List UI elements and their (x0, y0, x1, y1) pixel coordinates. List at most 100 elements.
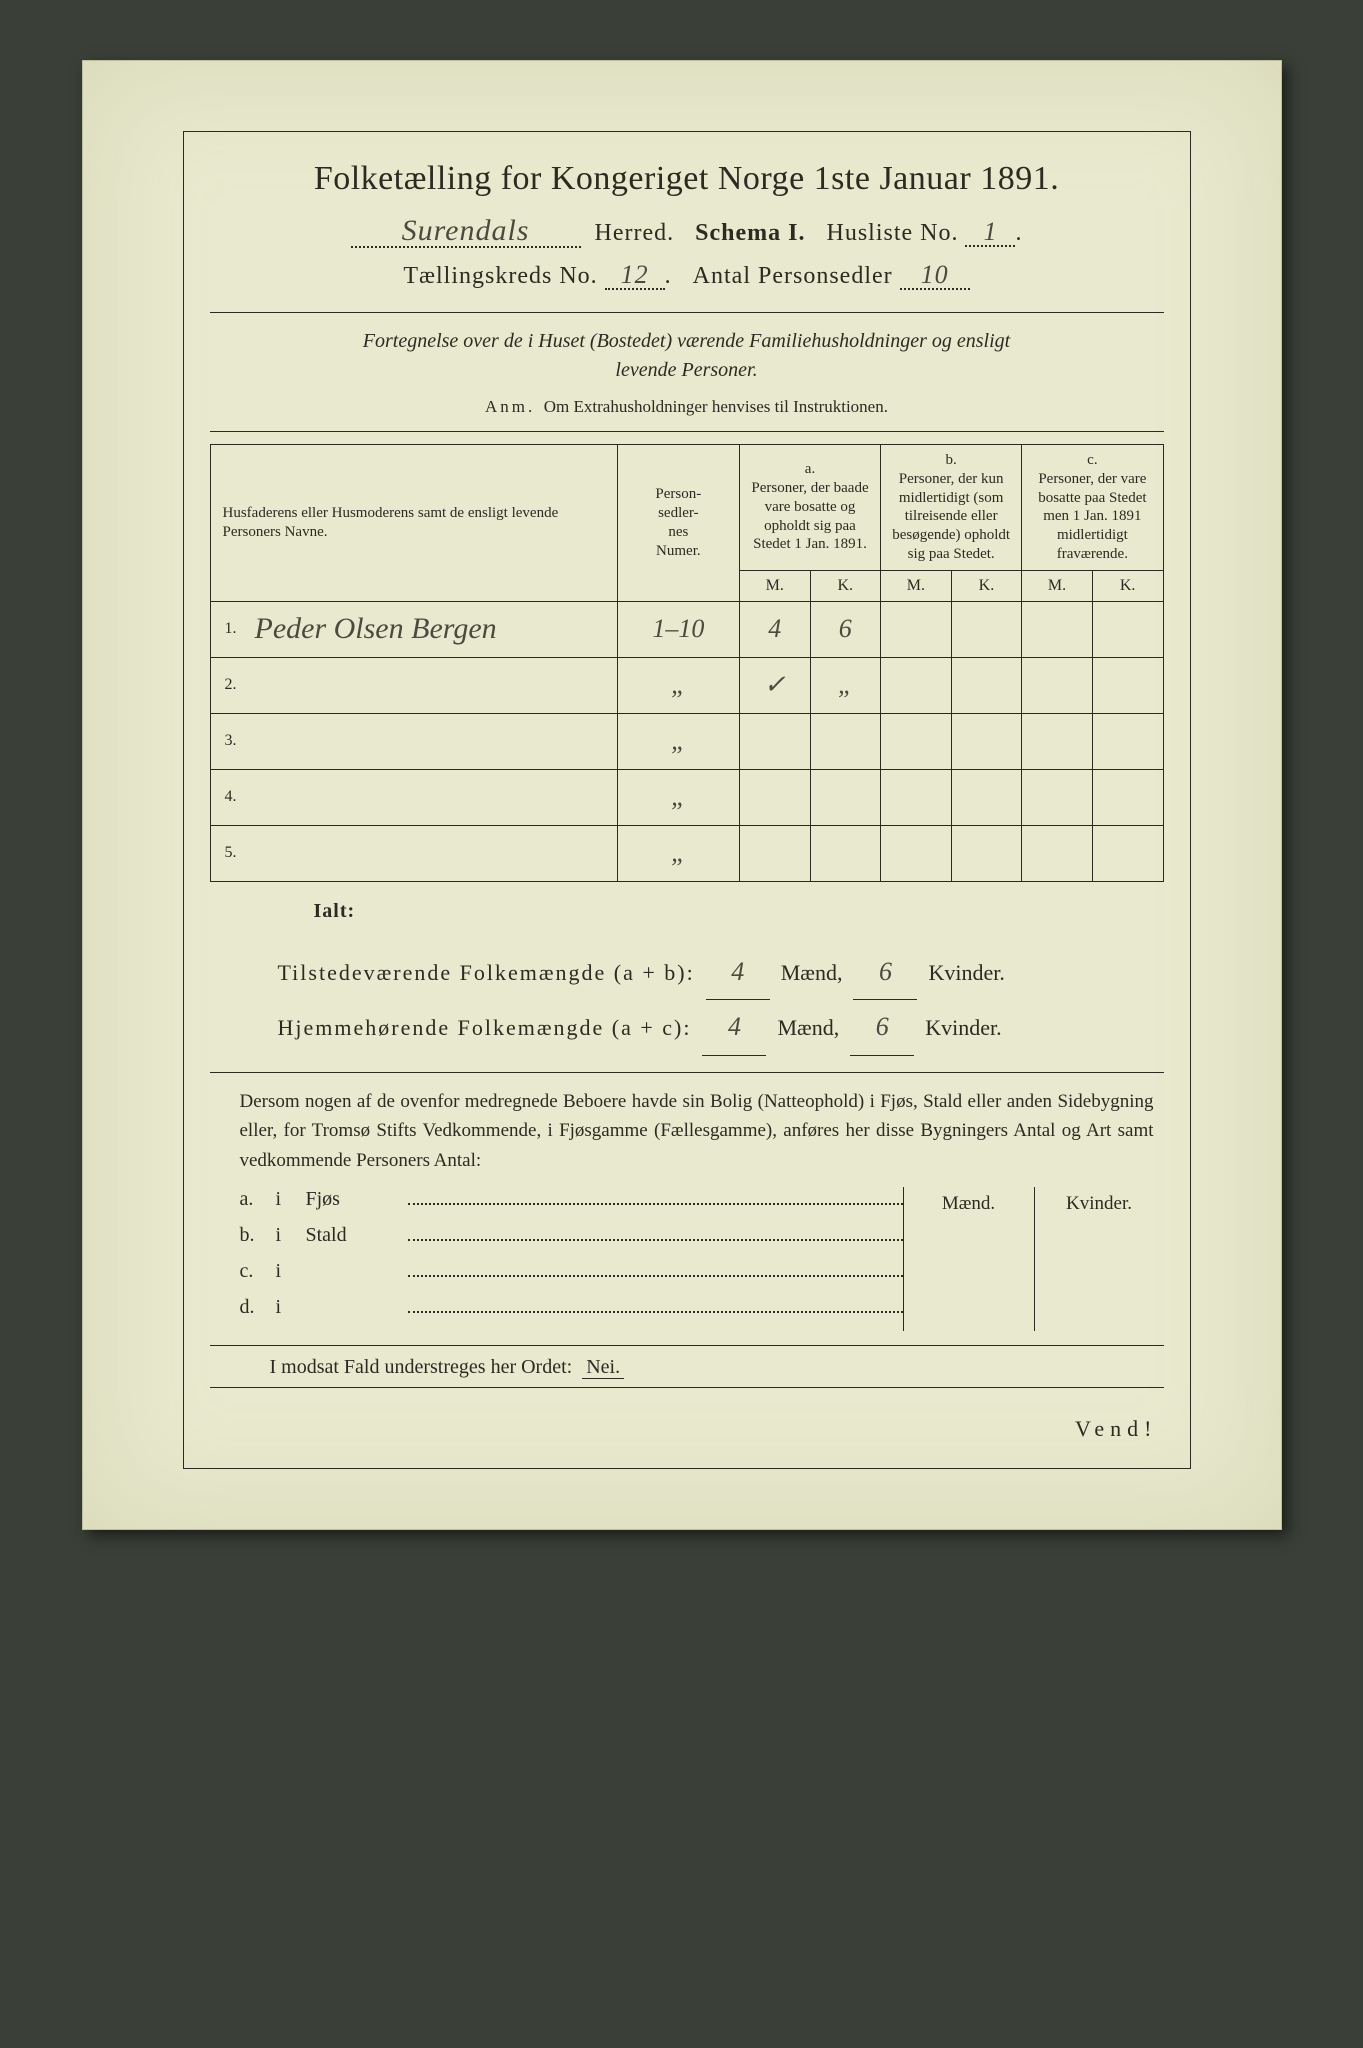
side-row-dots (408, 1295, 903, 1313)
row-c-k (1092, 713, 1163, 769)
kreds-label: Tællingskreds No. (403, 263, 597, 289)
row-b-k (951, 825, 1022, 881)
row-c-k (1092, 601, 1163, 657)
anm-line: Anm. Om Extrahusholdninger henvises til … (210, 397, 1164, 417)
divider-1 (210, 312, 1164, 313)
name-cell: 3. (210, 713, 617, 769)
row-c-k (1092, 657, 1163, 713)
side-rows: a. i Fjøs b.iStald c. i d. i (240, 1187, 903, 1331)
row-numer: „ (617, 769, 739, 825)
row-c-m (1022, 713, 1093, 769)
hjemme-k: 6 (850, 1000, 914, 1056)
side-row-type: Fjøs (306, 1188, 396, 1211)
row-a-k (810, 825, 881, 881)
row-numer: 1–10 (617, 601, 739, 657)
name-cell: 5. (210, 825, 617, 881)
row-num: 4. (217, 788, 245, 806)
side-row: c. i (240, 1259, 903, 1283)
th-b-k: K. (951, 570, 1022, 601)
table-row: 4. „ (210, 769, 1163, 825)
census-tbody: 1.Peder Olsen Bergen1–10462.„✓„3.„4.„5.„ (210, 601, 1163, 881)
row-a-k: 6 (810, 601, 881, 657)
row-c-k (1092, 825, 1163, 881)
tilstede-m: 4 (706, 945, 770, 1001)
hjemme-label: Hjemmehørende Folkemængde (a + c): (278, 1015, 692, 1040)
row-c-m (1022, 657, 1093, 713)
divider-5 (210, 1387, 1164, 1388)
title-line: Folketælling for Kongeriget Norge 1ste J… (210, 160, 1164, 198)
row-num: 2. (217, 676, 245, 694)
side-row-i: i (276, 1296, 294, 1319)
tilstede-label: Tilstedeværende Folkemængde (a + b): (278, 960, 695, 985)
kvinder-1: Kvinder. (928, 960, 1004, 985)
fortegnelse-l2: levende Personer. (615, 359, 757, 381)
row-c-m (1022, 601, 1093, 657)
side-maend-label: Mænd. (942, 1193, 995, 1214)
th-a-text: Personer, der baade vare bosatte og opho… (746, 479, 874, 554)
kvinder-2: Kvinder. (925, 1015, 1001, 1040)
antal-value: 10 (900, 262, 970, 290)
side-kvinder-label: Kvinder. (1066, 1193, 1132, 1214)
row-b-m (881, 769, 952, 825)
side-row: d. i (240, 1295, 903, 1319)
row-b-k (951, 713, 1022, 769)
th-a-k: K. (810, 570, 881, 601)
row-a-m (739, 769, 810, 825)
schema-label: Schema I. (695, 220, 805, 246)
side-row-dots (408, 1187, 903, 1205)
husliste-no: 1 (965, 219, 1015, 247)
name-cell: 4. (210, 769, 617, 825)
th-b-tag: b. (887, 451, 1015, 470)
anm-text: Om Extrahusholdninger henvises til Instr… (544, 397, 888, 416)
row-b-m (881, 601, 952, 657)
side-row-tag: c. (240, 1260, 264, 1283)
fortegnelse-heading: Fortegnelse over de i Huset (Bostedet) v… (210, 325, 1164, 387)
divider-3 (210, 1072, 1164, 1073)
nei-word: Nei. (582, 1356, 624, 1379)
row-c-m (1022, 825, 1093, 881)
side-row-tag: d. (240, 1296, 264, 1319)
th-numer: Person- sedler- nes Numer. (617, 445, 739, 602)
fortegnelse-l1: Fortegnelse over de i Huset (Bostedet) v… (363, 330, 1010, 352)
side-row-i: i (276, 1188, 294, 1211)
row-a-k (810, 713, 881, 769)
th-b-text: Personer, der kun midlertidigt (som tilr… (887, 470, 1015, 564)
tilstede-row: Tilstedeværende Folkemængde (a + b): 4 M… (278, 945, 1164, 1001)
th-a-m: M. (739, 570, 810, 601)
side-row-tag: a. (240, 1188, 264, 1211)
side-row: b.iStald (240, 1223, 903, 1247)
side-row-type: Stald (306, 1224, 396, 1247)
side-paragraph: Dersom nogen af de ovenfor medregnede Be… (240, 1087, 1154, 1175)
side-row-dots (408, 1223, 903, 1241)
hjemme-m: 4 (702, 1000, 766, 1056)
maend-1: Mænd, (781, 960, 843, 985)
row-numer: „ (617, 713, 739, 769)
side-col-kvinder: Kvinder. (1034, 1187, 1164, 1331)
th-a-tag: a. (746, 460, 874, 479)
ialt-label: Ialt: (314, 900, 1164, 923)
th-b: b. Personer, der kun midlertidigt (som t… (881, 445, 1022, 571)
modstat-line: I modsat Fald understreges her Ordet: Ne… (270, 1356, 1154, 1379)
divider-4 (210, 1345, 1164, 1346)
th-a: a. Personer, der baade vare bosatte og o… (739, 445, 880, 571)
row-b-k (951, 601, 1022, 657)
th-name: Husfaderens eller Husmoderens samt de en… (210, 445, 617, 602)
side-row-i: i (276, 1260, 294, 1283)
outer-frame: Folketælling for Kongeriget Norge 1ste J… (183, 131, 1191, 1469)
row-b-m (881, 825, 952, 881)
modstat-text: I modsat Fald understreges her Ordet: (270, 1356, 573, 1378)
row-a-m: ✓ (739, 657, 810, 713)
name-cell: 2. (210, 657, 617, 713)
row-a-m (739, 825, 810, 881)
husliste-label: Husliste No. (826, 220, 958, 246)
title-year: 1891. (980, 160, 1059, 197)
census-table: Husfaderens eller Husmoderens samt de en… (210, 444, 1164, 882)
row-numer: „ (617, 657, 739, 713)
kreds-no: 12 (605, 262, 665, 290)
th-b-m: M. (881, 570, 952, 601)
row-a-k (810, 769, 881, 825)
row-c-k (1092, 769, 1163, 825)
table-row: 1.Peder Olsen Bergen1–1046 (210, 601, 1163, 657)
antal-label: Antal Personsedler (693, 263, 893, 289)
row-a-m: 4 (739, 601, 810, 657)
